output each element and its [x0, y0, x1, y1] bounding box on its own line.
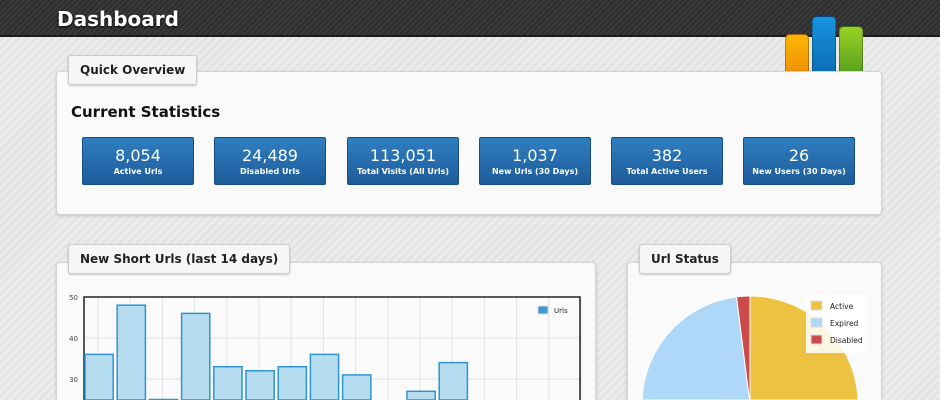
bar — [406, 390, 436, 400]
stat-label: New Urls (30 Days) — [491, 167, 579, 176]
legend-label: Expired — [830, 319, 859, 328]
stat-value: 113,051 — [369, 146, 437, 165]
plot-border — [83, 296, 581, 400]
stat-label: Total Visits (All Urls) — [356, 167, 450, 176]
page-title: Dashboard — [57, 7, 179, 31]
stat-label: New Users (30 Days) — [752, 167, 846, 176]
legend-swatch — [537, 305, 549, 315]
stat-box[interactable]: 24,489 Disabled Urls — [214, 137, 326, 185]
legend-swatch — [810, 317, 823, 328]
legend-label: Active — [830, 302, 854, 311]
stat-box[interactable]: 113,051 Total Visits (All Urls) — [347, 137, 459, 185]
bar — [213, 365, 243, 400]
stat-box[interactable]: 26 New Users (30 Days) — [743, 137, 855, 185]
stat-value: 8,054 — [115, 146, 161, 165]
bar — [84, 353, 114, 400]
tab-url-status[interactable]: Url Status — [639, 244, 731, 274]
bar — [116, 304, 147, 400]
stat-box[interactable]: 382 Total Active Users — [611, 137, 723, 185]
legend-label: Disabled — [830, 336, 863, 345]
bar — [277, 365, 308, 400]
stat-box[interactable]: 1,037 New Urls (30 Days) — [479, 137, 591, 185]
section-title: Current Statistics — [71, 103, 221, 121]
bar — [438, 361, 469, 400]
bar — [341, 374, 372, 400]
y-tick-label: 30 — [69, 376, 78, 384]
stat-label: Total Active Users — [626, 167, 708, 176]
y-tick-label: 50 — [69, 294, 78, 302]
header-bar: Dashboard — [0, 0, 940, 37]
bar — [180, 312, 211, 400]
bar — [309, 353, 340, 400]
stat-label: Active Urls — [113, 167, 163, 176]
stat-value: 26 — [788, 146, 810, 165]
stat-value: 1,037 — [512, 146, 558, 165]
tab-new-short-urls[interactable]: New Short Urls (last 14 days) — [68, 244, 291, 274]
pie-slice-expired — [641, 296, 751, 400]
legend-swatch — [810, 334, 823, 345]
legend-swatch — [810, 300, 823, 311]
tab-quick-overview[interactable]: Quick Overview — [68, 55, 198, 85]
bar — [245, 370, 275, 400]
y-tick-label: 40 — [69, 335, 78, 343]
pie-slice-disabled — [735, 295, 751, 400]
new-urls-bar-chart: 30 40 50 Urls — [69, 294, 582, 400]
stat-value: 24,489 — [242, 146, 298, 165]
stat-label: Disabled Urls — [240, 167, 300, 176]
legend-label: Urls — [554, 307, 568, 315]
stat-value: 382 — [651, 146, 683, 165]
stat-box[interactable]: 8,054 Active Urls — [82, 137, 194, 185]
url-status-pie-chart: Active Expired Disabled — [641, 295, 866, 400]
